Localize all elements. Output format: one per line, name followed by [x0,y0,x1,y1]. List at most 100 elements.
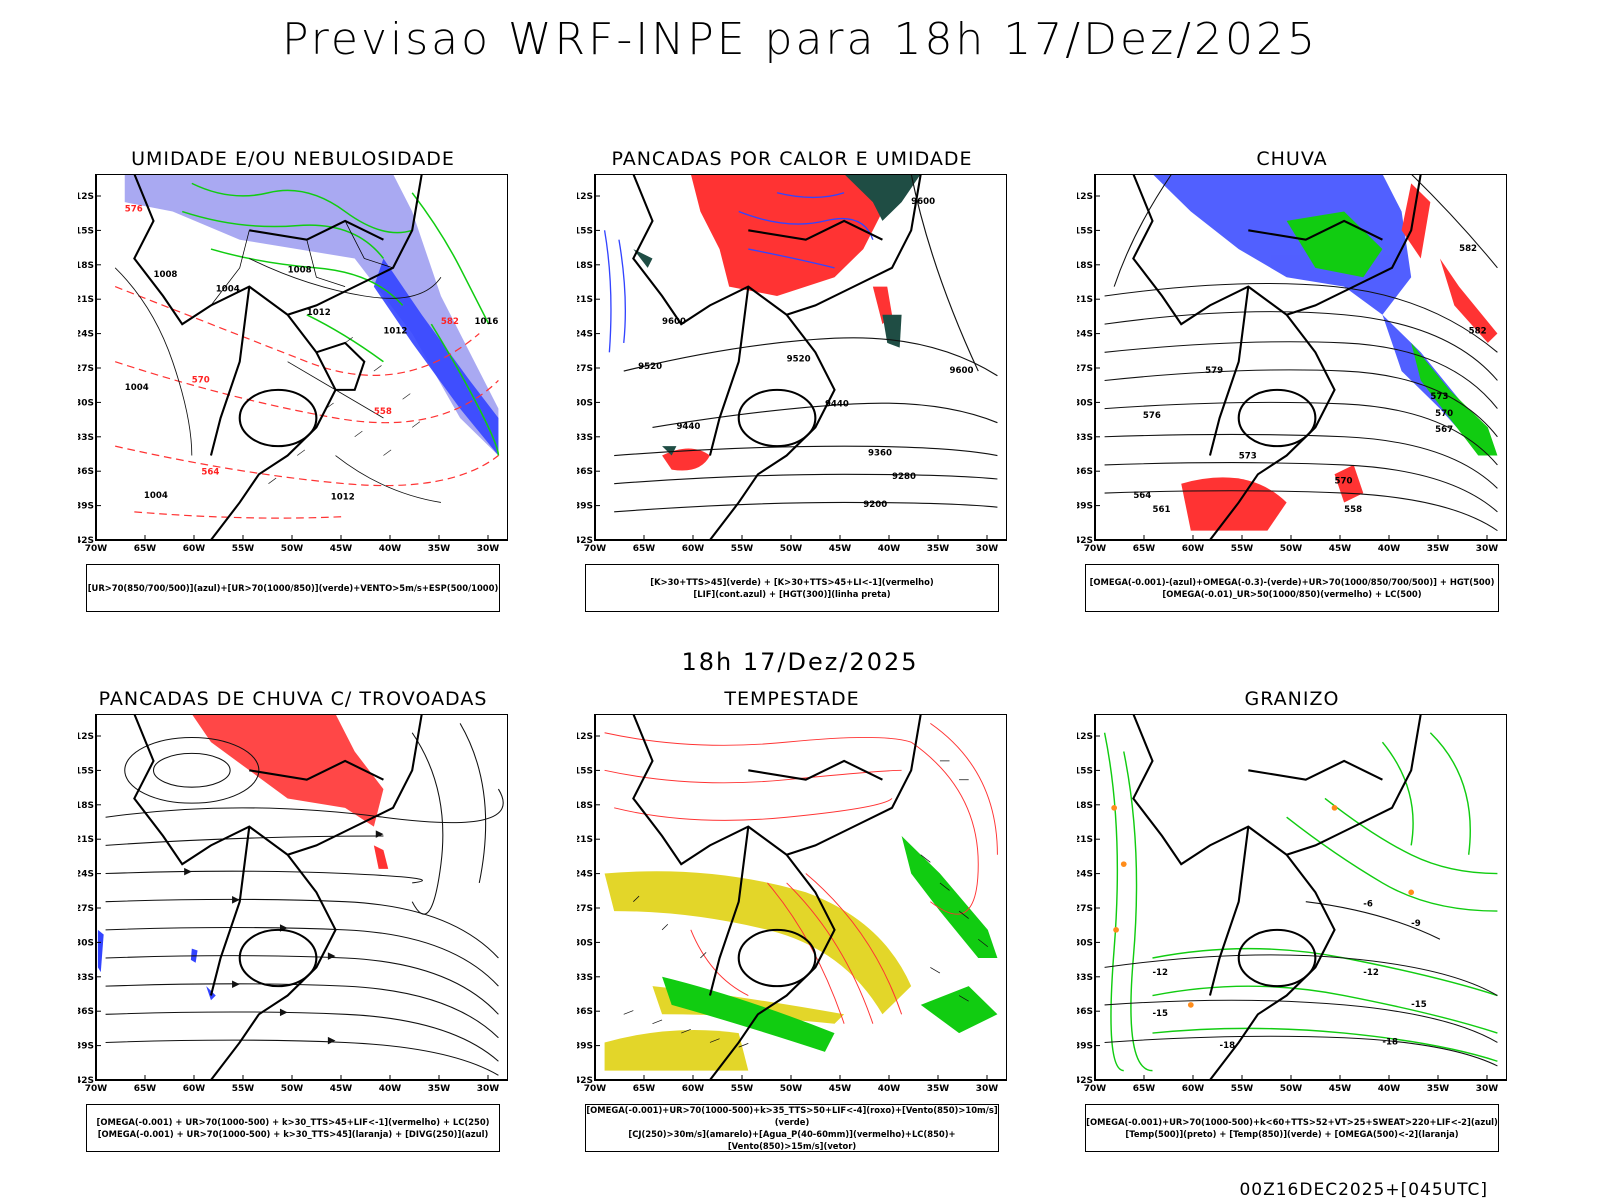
map-chuva: 582 576 573 570 567 564 561 558 582 579 … [1077,174,1507,554]
lat-tick-label: 33S [577,433,593,443]
map-umidade: 1008 1004 1012 1016 1012 1004 1008 1012 … [78,174,508,554]
contour-label: 564 [201,467,219,477]
contour-label: 576 [1143,411,1161,421]
country-borders [133,174,423,541]
lat-tick-label: 36S [1077,467,1093,477]
lat-tick-label: 18S [577,801,593,811]
lat-tick-label: 39S [577,1042,593,1052]
lat-tick-label: 18S [1077,801,1093,811]
lat-tick-label: 21S [78,295,94,305]
lat-tick-label: 21S [577,295,593,305]
lon-tick-label: 65W [1133,544,1156,554]
contour-label: -18 [1382,1037,1398,1047]
lat-tick-label: 42S [1077,536,1093,546]
lon-tick-label: 45W [330,1084,353,1094]
red-thickness-contours [114,286,499,519]
contour-label: 1004 [125,383,149,393]
lat-tick-label: 24S [1077,330,1093,340]
map-pancadas-calor: 9600 9520 9440 9360 9280 9200 9600 9520 … [577,174,1007,554]
lat-tick-label: 27S [78,364,94,374]
lon-tick-label: 70W [1084,1084,1107,1094]
contour-label: 570 [192,375,210,385]
lat-tick-label: 18S [577,261,593,271]
map-frame [1094,174,1507,541]
lon-tick-label: 40W [878,1084,901,1094]
country-borders [1132,714,1422,1081]
lon-tick-label: 70W [85,544,108,554]
lat-tick-label: 15S [1077,226,1093,236]
contour-label: -18 [1220,1041,1236,1051]
contour-labels: -12 -15 -18 -12 -15 -18 -6 -9 [1152,899,1426,1051]
contour-label: -12 [1363,968,1379,978]
lon-tick-label: 50W [780,544,803,554]
lon-tick-label: 60W [682,544,705,554]
contour-label: 564 [1133,491,1151,501]
panel-caption: [K>30+TTS>45](verde) + [K>30+TTS>45+LI<-… [585,564,999,612]
blue-lif-contours [603,192,874,353]
lon-tick-label: 40W [379,1084,402,1094]
lat-tick-label: 33S [1077,973,1093,983]
lon-tick-label: 30W [1476,1084,1499,1094]
lat-tick-label: 39S [1077,502,1093,512]
panel-caption: [OMEGA(-0.001)+UR>70(1000-500)+k<60+TTS>… [1085,1104,1499,1152]
lat-tick-label: 27S [1077,364,1093,374]
contour-label: 1008 [288,266,312,276]
map-frame [95,714,508,1081]
country-borders [133,714,423,1081]
contour-label: 9600 [911,197,935,207]
lat-tick-label: 30S [1077,938,1093,948]
contour-label: -15 [1152,1009,1168,1019]
lon-tick-label: 55W [1231,544,1254,554]
lat-tick-label: 12S [78,732,94,742]
lon-tick-label: 35W [1427,544,1450,554]
lat-tick-label: 21S [577,835,593,845]
lat-tick-label: 30S [78,938,94,948]
caption-line: [OMEGA(-0.001)+UR>70(1000-500)+k<60+TTS>… [1086,1117,1498,1127]
blue-divergence [97,929,216,1001]
lat-tick-label: 30S [1077,398,1093,408]
contour-label: 582 [441,317,459,327]
contour-label: 1012 [383,327,407,337]
yellow-jet-area [604,871,912,1071]
lat-tick-label: 42S [577,1076,593,1086]
lat-tick-label: 33S [78,973,94,983]
contour-label: 9520 [787,355,811,365]
panel-title: PANCADAS DE CHUVA C/ TROVOADAS [98,688,488,710]
lon-tick-label: 30W [477,544,500,554]
panel-chuva: CHUVA [1077,148,1507,628]
lon-tick-label: 65W [134,544,157,554]
caption-line: [Temp(500)](preto) + [Temp(850)](verde) … [1125,1129,1459,1139]
lat-tick-label: 24S [577,330,593,340]
contour-label: 9360 [868,449,892,459]
orange-omega [1111,805,1415,1008]
caption-line: [OMEGA(-0.001) + UR>70(1000-500) + k>30_… [97,1129,489,1139]
country-borders [1132,174,1422,541]
lon-tick-label: 35W [1427,1084,1450,1094]
caption-line: [OMEGA(-0.001) + UR>70(1000-500) + k>30_… [96,1117,490,1127]
caption-line: [LIF](cont.azul) + [HGT(300)](linha pret… [693,589,891,599]
contour-label: -6 [1363,899,1373,909]
lat-tick-label: 18S [78,801,94,811]
lat-tick-label: 36S [1077,1007,1093,1017]
caption-line: [OMEGA(-0.001)+UR>70(1000-500)+k>35_TTS>… [586,1105,998,1127]
panel-caption: [OMEGA(-0.001) + UR>70(1000-500) + k>30_… [86,1104,500,1152]
lat-tick-label: 33S [1077,433,1093,443]
lon-tick-label: 70W [584,1084,607,1094]
lat-tick-label: 42S [577,536,593,546]
lon-tick-label: 40W [1378,1084,1401,1094]
contour-label: 582 [1469,327,1487,337]
lat-tick-label: 12S [1077,732,1093,742]
lat-tick-label: 15S [78,226,94,236]
lon-tick-label: 30W [976,544,999,554]
lon-tick-label: 65W [1133,1084,1156,1094]
panel-granizo: GRANIZO -12 -15 -18 [1077,688,1507,1168]
red-water-contours [604,723,998,1024]
lon-tick-label: 35W [428,544,451,554]
country-borders [632,714,922,1081]
caption-line: [OMEGA(-0.01)_UR>50(1000/850)(vermelho) … [1162,589,1422,599]
lat-tick-label: 24S [577,870,593,880]
lon-tick-label: 30W [976,1084,999,1094]
lon-tick-label: 70W [1084,544,1107,554]
lat-tick-label: 30S [577,398,593,408]
